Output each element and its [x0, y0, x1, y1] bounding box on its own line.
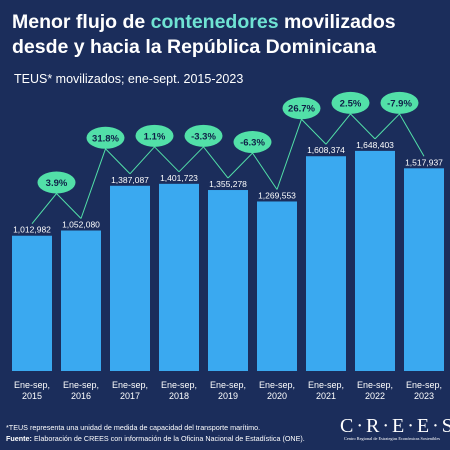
category-label-5-1: 2020	[267, 391, 287, 401]
growth-label-0: 3.9%	[46, 178, 68, 189]
growth-connector-6	[325, 113, 376, 145]
category-label-3-1: 2018	[169, 391, 189, 401]
growth-pill-7	[380, 91, 419, 114]
growth-label-3: -3.3%	[191, 131, 216, 142]
value-label-7: 1,648,403	[356, 140, 394, 150]
category-label-6-1: 2021	[316, 391, 336, 401]
bar-4	[208, 190, 248, 371]
growth-connector-4	[227, 152, 278, 190]
growth-pill-2	[135, 124, 174, 147]
category-label-7-1: 2022	[365, 391, 385, 401]
footnote-source: Fuente: Elaboración de CREES con informa…	[6, 434, 326, 445]
title-part-1: Menor flujo de	[12, 11, 151, 33]
growth-label-2: 1.1%	[144, 131, 166, 142]
value-label-3: 1,401,723	[160, 173, 198, 183]
source-label: Fuente:	[6, 433, 32, 443]
growth-pill-4	[233, 131, 272, 154]
value-label-0: 1,012,982	[13, 225, 51, 235]
growth-pill-6	[331, 91, 370, 114]
chart-subtitle: TEUS* movilizados; ene-sept. 2015-2023	[14, 72, 244, 86]
value-label-2: 1,387,087	[111, 175, 149, 185]
logo-wordmark: C·R·E·E·S	[340, 415, 450, 437]
category-label-2-0: Ene-sep,	[112, 380, 148, 390]
value-label-8: 1,517,937	[405, 157, 443, 167]
growth-label-6: 2.5%	[340, 98, 362, 109]
growth-pill-1	[86, 126, 125, 149]
category-label-0-1: 2015	[22, 391, 42, 401]
category-label-2-1: 2017	[120, 391, 140, 401]
category-label-4-0: Ene-sep,	[210, 380, 246, 390]
bar-3	[159, 183, 199, 371]
growth-pill-5	[282, 97, 321, 120]
growth-label-1: 31.8%	[92, 133, 119, 144]
category-label-5-0: Ene-sep,	[259, 380, 295, 390]
value-label-4: 1,355,278	[209, 179, 247, 189]
bar-2	[110, 185, 150, 371]
footnote-note: *TEUS representa una unidad de medida de…	[6, 423, 261, 432]
growth-connector-5	[276, 118, 327, 190]
footnote: *TEUS representa una unidad de medida de…	[6, 423, 326, 444]
bar-7	[355, 150, 395, 371]
growth-connector-3	[178, 146, 229, 179]
growth-label-5: 26.7%	[288, 104, 315, 115]
source-text: Elaboración de CREES con información de …	[31, 433, 305, 443]
growth-pill-0	[37, 171, 76, 194]
title-part-2: movilizados desde y hacia la República D…	[12, 11, 396, 58]
bar-8	[404, 168, 444, 371]
category-label-4-1: 2019	[218, 391, 238, 401]
title-highlight: contenedores	[150, 11, 279, 33]
value-label-6: 1,608,374	[307, 145, 345, 155]
category-label-0-0: Ene-sep,	[14, 380, 50, 390]
growth-label-7: -7.9%	[387, 98, 412, 109]
logo-subtitle: Centro Regional de Estrategias Económica…	[343, 436, 441, 441]
category-label-1-1: 2016	[71, 391, 91, 401]
bar-5	[257, 201, 297, 371]
growth-pill-3	[184, 124, 223, 147]
category-label-1-0: Ene-sep,	[63, 380, 99, 390]
growth-connector-7	[374, 113, 425, 157]
category-label-3-0: Ene-sep,	[161, 380, 197, 390]
value-label-5: 1,269,553	[258, 190, 296, 200]
growth-label-4: -6.3%	[240, 138, 265, 149]
category-label-8-0: Ene-sep,	[406, 380, 442, 390]
crees-logo: C·R·E·E·S Centro Regional de Estrategias…	[340, 415, 450, 441]
category-label-6-0: Ene-sep,	[308, 380, 344, 390]
category-label-7-0: Ene-sep,	[357, 380, 393, 390]
bar-6	[306, 156, 346, 371]
bar-1	[61, 230, 101, 371]
chart-title: Menor flujo de contenedores movilizados …	[12, 10, 442, 60]
bar-0	[12, 235, 52, 371]
category-label-8-1: 2023	[414, 391, 434, 401]
growth-connector-2	[129, 146, 180, 175]
value-label-1: 1,052,080	[62, 220, 100, 230]
